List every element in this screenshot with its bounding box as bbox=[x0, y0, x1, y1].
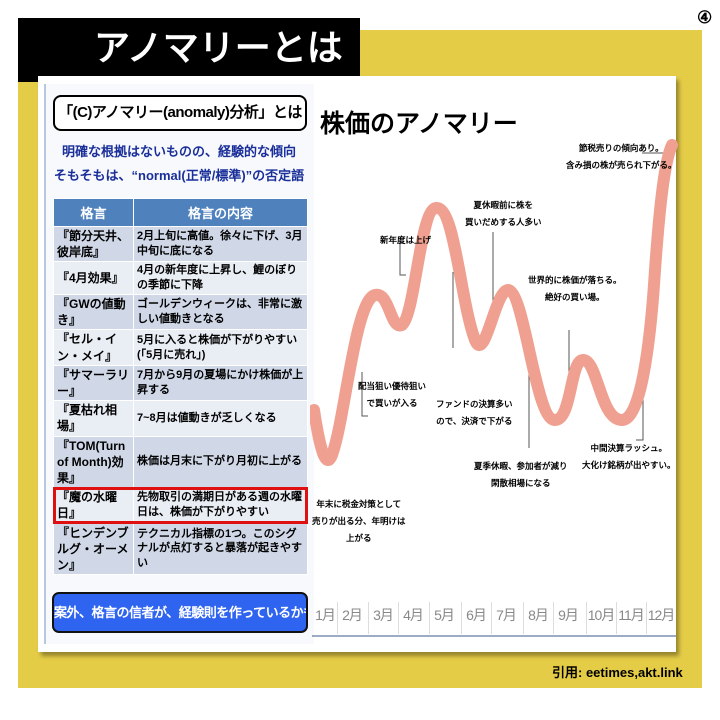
slide-title: アノマリーとは bbox=[18, 18, 360, 82]
month-divider bbox=[586, 602, 587, 634]
month-divider bbox=[646, 602, 647, 634]
table-row: 『TOM(Turn of Month)効果』 株価は月末に下がり月初に上がる bbox=[53, 435, 308, 489]
month-divider bbox=[523, 602, 524, 634]
proverb-name: 『夏枯れ相場』 bbox=[53, 400, 134, 437]
leader-line bbox=[361, 372, 368, 417]
proverb-name: 『ヒンデンブルグ・オーメン』 bbox=[53, 522, 134, 576]
proverb-content: 7月から9月の夏場にかけ株価が上昇する bbox=[133, 364, 308, 402]
x-tick-label: 9月 bbox=[558, 607, 579, 623]
x-tick-label: 8月 bbox=[528, 607, 549, 623]
x-tick-label: 4月 bbox=[403, 607, 424, 623]
annotation-summer-holiday: 夏季休暇、参加者が減り 閑散相場になる bbox=[474, 461, 568, 488]
month-divider bbox=[337, 602, 338, 634]
proverb-table: 格言 格言の内容 『節分天井、彼岸底』 2月上旬に高値。徐々に下げ、3月中旬に底に… bbox=[53, 198, 308, 576]
month-divider bbox=[368, 602, 369, 634]
table-row: 『4月効果』 4月の新年度に上昇し、鯉のぼりの季節に下降 bbox=[53, 261, 308, 296]
proverb-name: 『TOM(Turn of Month)効果』 bbox=[53, 435, 134, 489]
page-number: ④ bbox=[697, 8, 713, 27]
question-box: 「(C)アノマリー(anomaly)分析」とは bbox=[53, 95, 307, 131]
month-divider bbox=[398, 602, 399, 634]
proverb-content: 2月上旬に高値。徐々に下げ、3月中旬に底になる bbox=[133, 225, 308, 263]
conclusion-banner: 案外、格言の信者が、経験則を作っているかも bbox=[52, 592, 308, 633]
proverb-name: 『魔の水曜日』 bbox=[53, 487, 134, 524]
anomaly-chart bbox=[310, 139, 678, 637]
x-tick-label: 11月 bbox=[618, 607, 645, 623]
month-divider bbox=[616, 602, 617, 634]
table-row: 『セル・イン・メイ』 5月に入ると株価が下がりやすい(「5月に売れ」) bbox=[53, 329, 308, 366]
table-row: 『サマーラリー』 7月から9月の夏場にかけ株価が上昇する bbox=[53, 364, 308, 402]
proverb-content: 5月に入ると株価が下がりやすい(「5月に売れ」) bbox=[133, 329, 308, 366]
month-divider bbox=[461, 602, 462, 634]
annotation-interim: 中間決算ラッシュ。 大化け銘柄が出やすい。 bbox=[582, 443, 676, 470]
table-row: 『節分天井、彼岸底』 2月上旬に高値。徐々に下げ、3月中旬に底になる bbox=[53, 225, 308, 263]
header-proverb: 格言 bbox=[53, 198, 134, 227]
chart-title: 株価のアノマリー bbox=[320, 110, 518, 138]
annotation-new-fiscal: 新年度は上げ bbox=[380, 235, 432, 245]
proverb-content: テクニカル指標の1つ。このシグナルが点灯すると暴落が起きやすい bbox=[133, 522, 308, 576]
citation: 引用: eetimes,akt.link bbox=[552, 665, 683, 680]
x-tick-label: 1月 bbox=[315, 607, 336, 623]
header-content: 格言の内容 bbox=[133, 198, 308, 227]
month-divider bbox=[491, 602, 492, 634]
subtitle-2: そもそもは、“normal(正常/標準)”の否定語 bbox=[53, 168, 305, 183]
proverb-name: 『GWの値動き』 bbox=[53, 294, 134, 331]
leader-line bbox=[399, 238, 406, 276]
table-row: 『GWの値動き』 ゴールデンウィークは、非常に激しい値動きとなる bbox=[53, 294, 308, 331]
proverb-content: 4月の新年度に上昇し、鯉のぼりの季節に下降 bbox=[133, 261, 308, 296]
proverb-name: 『セル・イン・メイ』 bbox=[53, 329, 134, 366]
subtitle-1: 明確な根拠はないものの、経験的な傾向 bbox=[61, 144, 296, 159]
proverb-content: 先物取引の満期日がある週の水曜日は、株価が下がりやすい bbox=[133, 487, 308, 524]
x-tick-label: 2月 bbox=[342, 607, 363, 623]
proverb-name: 『4月効果』 bbox=[53, 261, 134, 296]
x-tick-label: 12月 bbox=[647, 607, 676, 623]
x-tick-label: 3月 bbox=[373, 607, 394, 623]
month-divider bbox=[553, 602, 554, 634]
x-tick-label: 5月 bbox=[434, 607, 455, 623]
annotation-summer-buy: 夏休暇前に株を 買いだめする人多い bbox=[465, 200, 542, 227]
annotation-global-drop: 世界的に株価が落ちる。 絶好の買い場。 bbox=[528, 275, 622, 302]
proverb-content: 株価は月末に下がり月初に上がる bbox=[133, 435, 308, 489]
proverb-name: 『サマーラリー』 bbox=[53, 364, 134, 402]
annotation-tax-sell: 節税売りの傾向あり。 含み損の株が売られ下がる。 bbox=[566, 143, 677, 170]
proverb-name: 『節分天井、彼岸底』 bbox=[53, 225, 134, 263]
annotation-jan: 年末に税金対策として 売りが出る分、年明けは 上がる bbox=[312, 499, 406, 543]
proverb-content: 7~8月は値動きが乏しくなる bbox=[133, 400, 308, 437]
table-row: 『夏枯れ相場』 7~8月は値動きが乏しくなる bbox=[53, 400, 308, 437]
annotation-apr-dividend: 配当狙い優待狙い で買いが入る bbox=[358, 381, 427, 408]
table-row: 『魔の水曜日』 先物取引の満期日がある週の水曜日は、株価が下がりやすい bbox=[53, 487, 308, 524]
price-curve bbox=[310, 139, 678, 466]
month-divider bbox=[429, 602, 430, 634]
annotation-fund: ファンドの決算多い ので、決済で下がる bbox=[436, 399, 513, 426]
proverb-content: ゴールデンウィークは、非常に激しい値動きとなる bbox=[133, 294, 308, 331]
x-tick-label: 6月 bbox=[466, 607, 487, 623]
x-tick-label: 10月 bbox=[587, 607, 616, 623]
table-row: 『ヒンデンブルグ・オーメン』 テクニカル指標の1つ。このシグナルが点灯すると暴落が… bbox=[53, 522, 308, 576]
x-tick-label: 7月 bbox=[496, 607, 517, 623]
